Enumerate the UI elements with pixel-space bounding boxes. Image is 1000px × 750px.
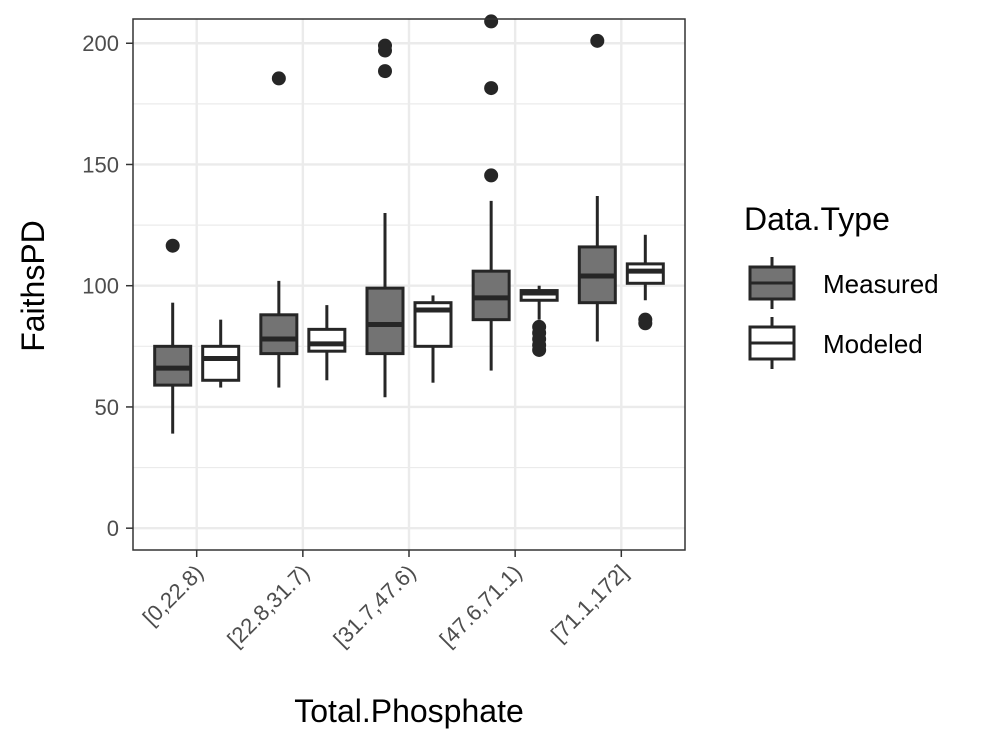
- x-tick-label: [0,22.8): [138, 560, 208, 630]
- outlier-point: [378, 38, 392, 53]
- y-tick-label: 100: [82, 274, 119, 299]
- box-measured-0: [153, 238, 193, 434]
- outlier-point: [484, 14, 499, 29]
- y-tick-label: 0: [107, 516, 119, 541]
- box-modeled-4: [625, 234, 665, 331]
- box-modeled-0: [201, 319, 241, 388]
- box-measured-1: [259, 71, 299, 388]
- x-tick-label: [47.6,71.1): [435, 560, 527, 652]
- outlier-point: [165, 238, 180, 253]
- x-axis-title: Total.Phosphate: [294, 693, 524, 729]
- box-measured-3: [471, 14, 511, 371]
- box-body: [307, 327, 347, 353]
- y-axis-title: FaithsPD: [15, 220, 51, 352]
- box-body: [259, 313, 299, 356]
- outlier-point: [271, 71, 286, 86]
- outlier-point: [638, 312, 653, 327]
- x-tick-label: [71.1,172]: [546, 560, 633, 647]
- outlier-point: [484, 168, 499, 183]
- legend-label: Measured: [823, 269, 939, 299]
- legend-item-measured: Measured: [748, 257, 939, 309]
- legend-item-modeled: Modeled: [748, 317, 923, 369]
- outlier-point: [484, 81, 499, 96]
- legend: Data.Type Measured Modeled: [744, 201, 939, 369]
- y-tick-label: 50: [95, 395, 119, 420]
- boxes-layer: [153, 14, 665, 434]
- x-tick-label: [31.7,47.6): [328, 560, 420, 652]
- box-modeled-3: [519, 285, 559, 357]
- outlier-point: [590, 33, 605, 48]
- box-modeled-2: [413, 295, 453, 383]
- box-body: [201, 344, 241, 382]
- box-modeled-1: [307, 305, 347, 381]
- box-measured-2: [365, 38, 405, 398]
- outlier-point: [532, 319, 547, 334]
- legend-title: Data.Type: [744, 201, 890, 237]
- legend-label: Modeled: [823, 329, 923, 359]
- x-tick-label: [22.8,31.7): [222, 560, 314, 652]
- y-tick-label: 150: [82, 152, 119, 177]
- box-body: [365, 286, 405, 356]
- y-tick-label: 200: [82, 31, 119, 56]
- box-measured-4: [577, 33, 617, 342]
- outlier-point: [378, 64, 392, 79]
